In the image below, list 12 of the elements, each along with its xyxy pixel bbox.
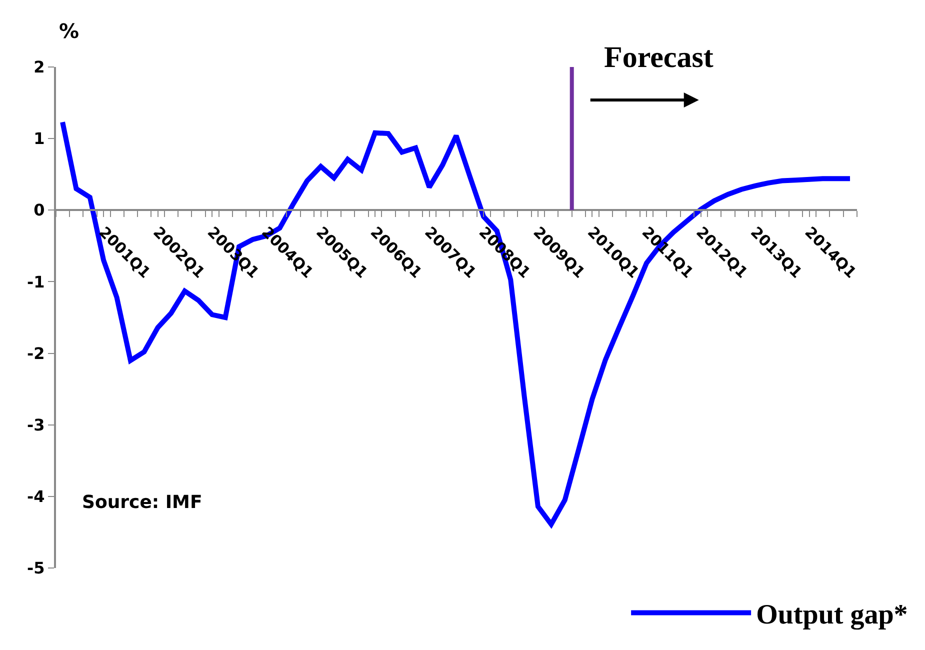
y-tick-label: -1 bbox=[27, 272, 45, 292]
annotation: Source: IMF bbox=[82, 492, 202, 513]
legend-label: Output gap* bbox=[756, 600, 908, 631]
y-tick-label: -5 bbox=[27, 558, 45, 578]
y-tick-label: 1 bbox=[34, 129, 45, 148]
y-tick-label: 2 bbox=[34, 58, 45, 77]
ref-line-label: Forecast bbox=[604, 41, 714, 74]
y-tick-label: 0 bbox=[34, 200, 45, 220]
y-tick-label: -3 bbox=[27, 415, 45, 434]
y-tick-label: -4 bbox=[27, 487, 45, 506]
y-tick-label: -2 bbox=[27, 344, 45, 363]
y-axis-title: % bbox=[59, 19, 80, 43]
